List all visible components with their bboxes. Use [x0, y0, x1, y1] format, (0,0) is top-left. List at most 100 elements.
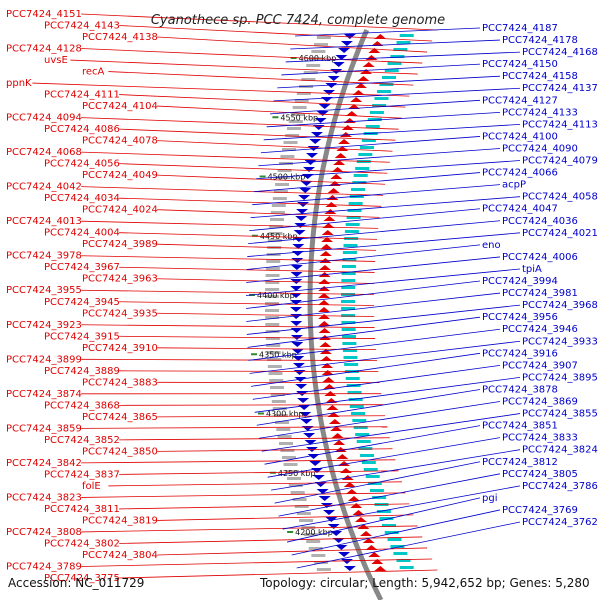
cog-track-block [365, 475, 380, 478]
forward-gene-arrow [365, 545, 378, 550]
cog-track-block [283, 141, 298, 144]
forward-gene-arrow [334, 153, 347, 158]
left-gene-label: PCC7424_3804 [82, 550, 158, 561]
left-gene-label: PCC7424_4151 [6, 9, 82, 20]
left-gene-labels: PCC7424_4151PCC7424_4143PCC7424_4138PCC7… [6, 9, 438, 584]
right-leader-line [278, 473, 501, 517]
right-leader-line [247, 232, 521, 257]
left-leader-line [81, 151, 390, 163]
right-gene-label: PCC7424_4127 [482, 95, 558, 106]
cog-track-block [286, 127, 301, 130]
right-gene-label: PCC7424_4066 [482, 168, 558, 179]
forward-gene-arrow [320, 356, 333, 361]
cog-track-block [278, 442, 293, 445]
cog-track-block [296, 92, 311, 95]
left-leader-line [119, 569, 438, 579]
forward-gene-arrow [331, 167, 344, 172]
cog-track-block [311, 554, 326, 557]
cog-track-block [341, 272, 356, 275]
reverse-gene-arrow [309, 139, 322, 144]
cog-track-block [269, 379, 284, 382]
cog-track-block [390, 55, 405, 58]
left-gene-label: PCC7424_3967 [44, 262, 120, 273]
cog-track-block [343, 356, 358, 359]
left-leader-line [157, 140, 393, 152]
left-gene-label: PCC7424_3945 [44, 297, 120, 308]
reverse-gene-arrow [332, 62, 345, 67]
cog-track-block [268, 232, 283, 235]
forward-gene-arrow [352, 90, 365, 95]
right-leader-line [246, 280, 481, 309]
right-leader-line [270, 449, 521, 491]
right-leader-line [248, 328, 501, 361]
right-leader-line [285, 51, 521, 63]
cog-track-block [353, 426, 368, 429]
left-leader-line [81, 459, 396, 464]
cog-track-block [347, 391, 362, 394]
reverse-gene-arrow [338, 48, 351, 53]
forward-gene-arrow [374, 566, 387, 571]
cog-track-block [265, 323, 280, 326]
cog-track-block [281, 456, 296, 459]
reverse-gene-arrow [330, 531, 343, 536]
right-gene-label: PCC7424_3805 [502, 469, 578, 480]
right-gene-label: eno [482, 240, 501, 251]
cog-track-block [266, 351, 281, 354]
reverse-gene-arrow [292, 237, 305, 242]
reverse-gene-arrow [299, 188, 312, 193]
right-leader-line [260, 136, 481, 154]
left-leader-line [108, 481, 402, 487]
right-gene-label: tpiA [522, 264, 542, 275]
forward-gene-arrow [321, 363, 334, 368]
right-gene-label: PCC7424_3946 [502, 324, 578, 335]
genome-summary-text: Topology: circular; Length: 5,942,652 bp… [259, 576, 590, 590]
left-gene-label: PCC7424_3868 [44, 400, 120, 411]
kbp-tick [251, 353, 258, 356]
left-gene-label: PCC7424_3823 [6, 492, 82, 503]
right-leader-line [254, 377, 521, 413]
left-gene-label: PCC7424_4056 [44, 159, 120, 170]
right-leader-line [291, 509, 501, 556]
right-gene-label: PCC7424_4021 [522, 228, 598, 239]
kbp-tick [257, 412, 264, 415]
kbp-tick [272, 116, 279, 119]
forward-gene-arrow [318, 321, 331, 326]
cog-track-block [355, 167, 370, 170]
right-gene-label: PCC7424_4100 [482, 131, 558, 142]
left-gene-label: PCC7424_3883 [82, 377, 158, 388]
cog-track-block [365, 125, 380, 128]
cog-track-block [270, 393, 285, 396]
accession-text: Accession: NC_011729 [8, 576, 144, 590]
right-leader-line [269, 99, 481, 115]
cog-track-block [265, 337, 280, 340]
cog-track-block [270, 386, 285, 389]
left-leader-line [119, 503, 410, 510]
cog-track-block [265, 302, 279, 305]
right-leader-line [251, 352, 481, 387]
cog-track-block [342, 342, 357, 345]
right-gene-labels: PCC7424_4187PCC7424_4178PCC7424_4168PCC7… [245, 23, 598, 569]
left-leader-line [157, 312, 375, 317]
left-leader-line [81, 426, 388, 429]
kbp-label: 4250 kbp [278, 469, 316, 478]
left-gene-label: PCC7424_3899 [6, 354, 82, 365]
cog-track-block [341, 265, 356, 268]
cog-track-block [267, 239, 282, 242]
cog-track-block [271, 400, 286, 403]
cog-track-block [272, 197, 287, 200]
left-gene-label: PCC7424_4004 [44, 228, 120, 239]
cog-track-block [344, 363, 359, 366]
cog-track-block [270, 211, 285, 214]
reverse-gene-arrow [298, 195, 311, 200]
left-leader-line [108, 71, 414, 86]
reverse-gene-arrow [338, 552, 351, 557]
forward-gene-arrow [319, 349, 332, 354]
right-leader-line [274, 461, 481, 504]
cog-track-block [376, 510, 391, 513]
right-leader-line [263, 123, 521, 141]
cog-track-block [369, 489, 384, 492]
forward-gene-arrow [339, 468, 352, 473]
kbp-label: 4350 kbp [259, 350, 297, 359]
cog-track-block [341, 307, 356, 310]
left-leader-line [119, 232, 378, 240]
